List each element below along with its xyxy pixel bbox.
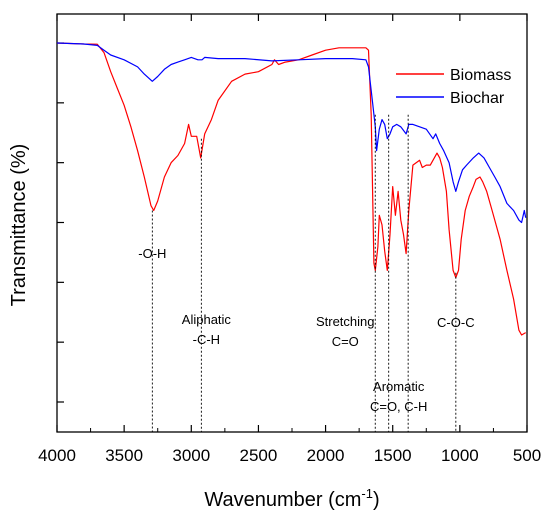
annotation-label: -C-H <box>193 332 220 347</box>
series-layer <box>56 42 527 336</box>
annotation-label: C-O-C <box>437 315 475 330</box>
x-tick-label: 1000 <box>441 446 479 465</box>
x-tick-label: 500 <box>513 446 541 465</box>
x-axis-ticks: 4000 3500 3000 2500 2000 1500 1000 500 <box>38 14 541 465</box>
annotation-label: Stretching <box>316 314 375 329</box>
legend-label-biochar: Biochar <box>450 90 505 107</box>
y-axis-ticks <box>57 42 64 403</box>
annotation-layer: -O-H Aliphatic -C-H Stretching C=O Aromatic C=… <box>138 114 475 432</box>
x-tick-label: 1500 <box>374 446 412 465</box>
annotation-label: C=O <box>332 334 359 349</box>
x-axis-title: Wavenumber (cm-1) <box>204 486 379 511</box>
series-line-biomass <box>56 42 527 336</box>
series-line-biochar <box>56 42 527 224</box>
annotation-label: -O-H <box>138 246 166 261</box>
annotation-label: Aromatic <box>373 379 425 394</box>
x-tick-label: 3500 <box>105 446 143 465</box>
legend: Biomass Biochar <box>396 67 511 107</box>
x-tick-label: 2500 <box>240 446 278 465</box>
x-tick-label: 4000 <box>38 446 76 465</box>
legend-label-biomass: Biomass <box>450 67 511 84</box>
x-axis-title-end: ) <box>373 489 380 511</box>
annotation-label: C=O, C-H <box>370 399 427 414</box>
x-tick-label: 3000 <box>172 446 210 465</box>
x-tick-label: 2000 <box>307 446 345 465</box>
x-axis-title-superscript: -1 <box>361 486 373 501</box>
annotation-label: Aliphatic <box>182 312 232 327</box>
y-axis-title: Transmittance (%) <box>8 144 30 307</box>
